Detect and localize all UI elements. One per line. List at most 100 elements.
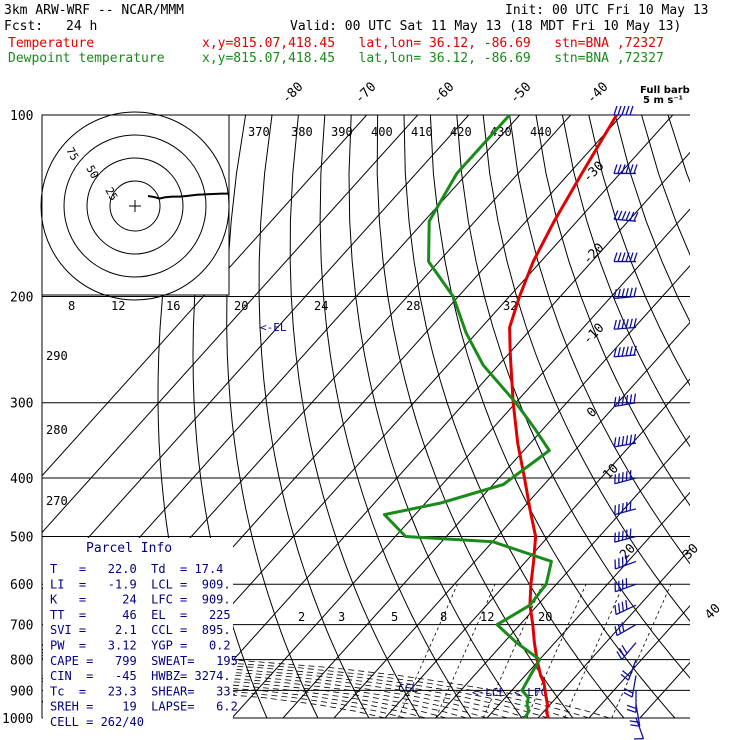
wind-barb-feather: [617, 319, 621, 330]
dewpoint-legend-label: Dewpoint temperature: [8, 51, 165, 66]
wind-barb-feather: [633, 287, 637, 297]
dry-adiabat-line: [482, 115, 690, 622]
wind-barb-staff: [614, 218, 637, 222]
wind-barb-feather: [623, 692, 633, 698]
isotherm-line: [42, 115, 419, 534]
wind-barb-feather: [625, 599, 628, 610]
wind-barb-feather: [625, 501, 628, 512]
dry-adiabat-line: [667, 115, 690, 184]
hodograph-trace: [147, 192, 229, 200]
wind-barb-feather: [625, 105, 630, 116]
wind-barb: [614, 599, 637, 616]
mixing-ratio-line: [526, 584, 587, 718]
parcel-info-title: Parcel Info: [86, 541, 172, 556]
wind-barb-feather: [625, 318, 629, 329]
wind-barb: [613, 210, 639, 222]
mixing-ratio-line: [435, 584, 496, 718]
pressure-tick-label: 1000: [2, 712, 33, 727]
hodograph-ring: [109, 180, 161, 232]
dry-adiabat-line: [258, 115, 370, 718]
theta-e-label: 420: [450, 125, 472, 139]
isotherm-label: -80: [279, 80, 306, 107]
theta-e-label: 380: [291, 125, 313, 139]
dry-adiabat-line: [588, 115, 690, 387]
mixing-ratio-label: 2: [298, 610, 305, 624]
isotherm-line: [180, 151, 690, 718]
isotherm-line: [588, 605, 690, 718]
pressure-tick-label: 700: [10, 619, 33, 634]
wind-barb-feather: [621, 436, 625, 446]
parcel-info-row: T = 22.0 Td = 17.4: [50, 562, 223, 576]
wind-barb-feather: [626, 704, 637, 710]
wind-barb-feather: [624, 688, 634, 694]
wind-barb: [613, 252, 638, 263]
isotherm-line: [42, 115, 470, 590]
wind-barb-feather: [621, 164, 626, 174]
mixing-ratio-line: [611, 584, 672, 718]
wind-barb: [626, 690, 637, 714]
wind-barb-staff: [615, 583, 637, 593]
isotherm-label: 40: [702, 601, 724, 623]
wind-barb-feather: [620, 673, 629, 681]
wind-barb-feather: [625, 435, 629, 445]
wind-barb-staff: [627, 659, 637, 681]
wind-barb-feather: [614, 505, 616, 515]
dry-adiabat-line: [348, 115, 523, 718]
dry-adiabat-line: [614, 115, 690, 323]
parcel-info-row: K = 24 LFC = 909.: [50, 593, 231, 607]
isotherm-label: -60: [430, 80, 457, 107]
wind-barb-feather: [625, 529, 628, 540]
wind-barb-feather: [613, 347, 617, 358]
wind-barb-staff: [616, 624, 637, 637]
wind-barb-staff: [614, 535, 637, 543]
wind-barb-staff: [635, 704, 641, 727]
wind-barb-feather: [633, 318, 637, 328]
parcel-info-row: CELL = 262/40: [50, 715, 144, 729]
mixing-ratio-line: [482, 584, 543, 718]
wind-barb-feather: [625, 346, 629, 356]
dry-adiabat-line: [535, 115, 690, 507]
temperature-legend-label: Temperature: [8, 36, 95, 51]
wind-barb-feather: [625, 471, 628, 481]
wind-barb: [613, 287, 637, 300]
wind-barb-feather: [629, 434, 633, 445]
wind-barb-feather: [629, 211, 635, 221]
temperature-profile-line: [508, 114, 618, 719]
parcel-info-row: CAPE = 799 SWEAT= 195: [50, 654, 238, 668]
dewpoint-profile-line: [382, 113, 553, 719]
wind-barb: [613, 105, 636, 116]
mixing-ratio-label: 20: [538, 610, 552, 624]
dry-adiabat-line: [289, 115, 421, 718]
mixing-ratio-line: [397, 584, 458, 718]
parcel-info-row: LI = -1.9 LCL = 909.: [50, 577, 231, 591]
mixing-ratio-label: 3: [338, 610, 345, 624]
wind-barb-feather: [622, 670, 631, 677]
wind-barb-feather: [617, 624, 622, 634]
parcel-info-row: PW = 3.12 YGP = 0.2: [50, 639, 231, 653]
wind-barb-feather: [633, 433, 637, 444]
dry-adiabat-line: [376, 115, 574, 718]
pressure-tick-label: 100: [10, 109, 33, 124]
dry-adiabat-line: [429, 115, 676, 718]
wind-barb-staff: [614, 295, 637, 300]
wind-barb-feather: [621, 288, 625, 298]
wind-barb-feather: [617, 105, 622, 116]
wind-barb: [616, 642, 637, 660]
wind-barb: [623, 675, 637, 698]
dry-adiabat-line: [226, 115, 319, 718]
wind-barb-feather: [625, 394, 629, 405]
wind-barb-feather: [629, 252, 634, 262]
wind-barb-feather: [629, 164, 634, 174]
model-title: 3km ARW-WRF -- NCAR/MMM: [4, 3, 185, 18]
isotherm-label: -10: [580, 321, 607, 348]
mixing-ratio-label: 24: [314, 299, 328, 313]
wind-barb-staff: [631, 675, 637, 698]
isotherm-line: [231, 208, 690, 718]
wind-barb-feather: [621, 346, 625, 357]
pressure-tick-label: 900: [10, 684, 33, 699]
isotherm-label: 20: [617, 541, 639, 563]
wind-barb-feather: [621, 503, 624, 513]
parcel-info-row: TT = 46 EL = 225: [50, 608, 231, 622]
wind-barb-feather: [621, 105, 626, 116]
wind-barb-feather: [616, 651, 623, 660]
